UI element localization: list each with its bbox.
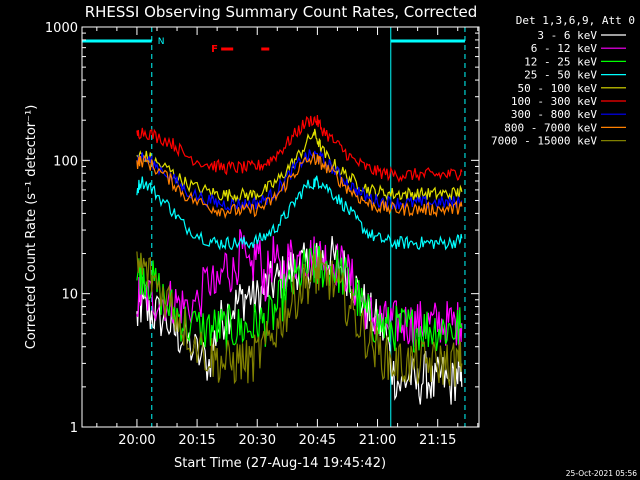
y-tick-label-1: 10 xyxy=(61,288,78,303)
legend-label-5: 100 - 300 keV xyxy=(511,95,597,108)
legend-label-4: 50 - 100 keV xyxy=(518,82,598,95)
y-tick-label-2: 100 xyxy=(53,154,78,169)
series-line-1 xyxy=(136,229,463,348)
legend-label-6: 300 - 800 keV xyxy=(511,108,597,121)
flare-label: F xyxy=(211,44,218,55)
x-tick-label-4: 21:00 xyxy=(359,433,396,448)
legend-label-3: 25 - 50 keV xyxy=(524,69,597,82)
night-label: N xyxy=(158,37,165,47)
series-line-3 xyxy=(136,175,463,251)
x-tick-label-5: 21:15 xyxy=(419,433,456,448)
series-line-7 xyxy=(136,151,463,220)
legend-label-0: 3 - 6 keV xyxy=(537,29,597,42)
series-line-6 xyxy=(136,149,463,212)
legend-label-2: 12 - 25 keV xyxy=(524,55,597,68)
legend-label-8: 7000 - 15000 keV xyxy=(491,135,597,148)
legend-title: Det 1,3,6,9, Att 0 xyxy=(516,14,635,27)
series-line-2 xyxy=(136,243,463,354)
chart-title: RHESSI Observing Summary Count Rates, Co… xyxy=(85,3,478,21)
legend-label-1: 6 - 12 keV xyxy=(531,42,598,55)
y-tick-label-0: 1 xyxy=(70,421,78,436)
footer-timestamp: 25-Oct-2021 05:56 xyxy=(566,469,637,478)
plot-frame xyxy=(81,26,480,428)
y-axis-label: Corrected Count Rate (s⁻¹ detector⁻¹) xyxy=(24,105,39,350)
series-line-4 xyxy=(136,128,463,203)
x-tick-label-0: 20:00 xyxy=(118,433,155,448)
y-axis: 1 10 100 1000 xyxy=(45,21,479,436)
series-lines xyxy=(136,114,463,405)
legend-label-7: 800 - 7000 keV xyxy=(504,121,597,134)
y-tick-label-3: 1000 xyxy=(45,21,78,36)
series-line-5 xyxy=(136,114,463,183)
x-axis-label: Start Time (27-Aug-14 19:45:42) xyxy=(174,456,386,471)
series-line-8 xyxy=(136,250,463,387)
x-tick-label-3: 20:45 xyxy=(299,433,336,448)
x-tick-label-1: 20:15 xyxy=(178,433,215,448)
x-axis: 20:00 20:15 20:30 20:45 21:00 21:15 xyxy=(96,27,479,448)
x-tick-label-2: 20:30 xyxy=(239,433,276,448)
